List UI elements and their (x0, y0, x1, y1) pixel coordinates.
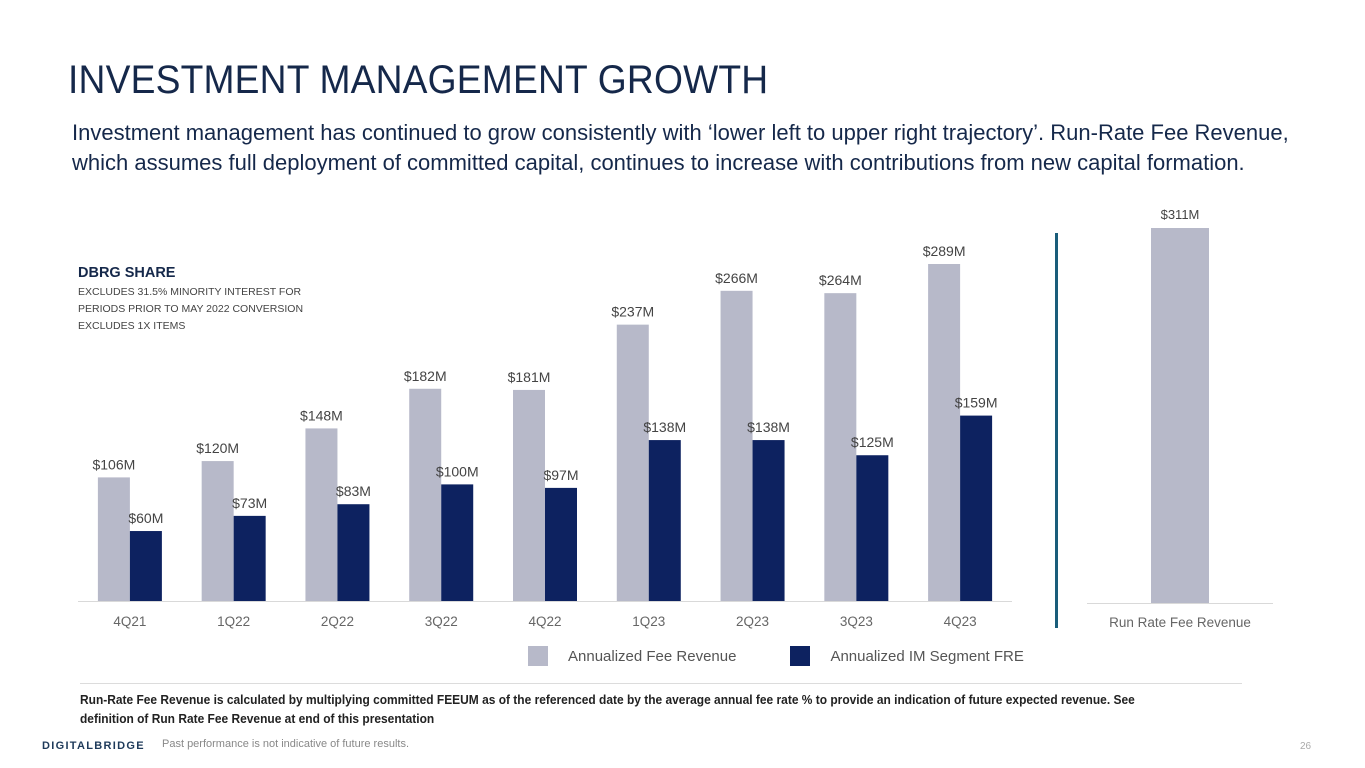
data-label-im-segment-fre: $138M (747, 419, 790, 435)
legend-item-fee-revenue: Annualized Fee Revenue (528, 646, 736, 666)
data-label-im-segment-fre: $97M (543, 467, 578, 483)
bar-im-segment-fre (856, 455, 889, 601)
bar-im-segment-fre (233, 515, 266, 601)
bar-fee-revenue (928, 264, 961, 601)
bar-im-segment-fre (337, 504, 370, 601)
data-label-im-segment-fre: $125M (851, 434, 894, 450)
x-tick-label: 1Q22 (217, 614, 250, 629)
data-label-fee-revenue: $289M (923, 243, 966, 259)
data-label-run-rate: $311M (1161, 207, 1200, 222)
note-line: PERIODS PRIOR TO MAY 2022 CONVERSION (78, 303, 304, 315)
bar-im-segment-fre (545, 487, 577, 601)
note-heading: DBRG SHARE (78, 265, 176, 281)
legend-label: Annualized Fee Revenue (568, 647, 737, 665)
data-label-im-segment-fre: $138M (643, 419, 686, 435)
footnote-divider (80, 683, 1242, 684)
x-tick-label: 4Q23 (944, 614, 977, 629)
data-label-fee-revenue: $266M (715, 270, 758, 286)
legend-label: Annualized IM Segment FRE (830, 647, 1024, 665)
data-label-im-segment-fre: $159M (955, 395, 998, 411)
bar-im-segment-fre (441, 484, 474, 601)
legend-swatch-fee-revenue (528, 646, 548, 666)
bar-im-segment-fre (960, 415, 993, 601)
data-label-fee-revenue: $106M (92, 456, 135, 472)
disclaimer: Past performance is not indicative of fu… (162, 738, 410, 750)
page-number: 26 (1300, 741, 1312, 752)
data-label-fee-revenue: $148M (300, 407, 343, 423)
bar-fee-revenue (720, 290, 753, 601)
bar-fee-revenue (201, 461, 234, 601)
data-label-im-segment-fre: $60M (128, 510, 163, 526)
bar-im-segment-fre (129, 531, 162, 601)
chart-note: DBRG SHARE EXCLUDES 31.5% MINORITY INTER… (78, 265, 303, 335)
x-tick-label: 4Q21 (113, 614, 146, 629)
x-tick-label: 3Q23 (840, 614, 873, 629)
data-label-fee-revenue: $120M (196, 440, 239, 456)
bar-fee-revenue (409, 388, 442, 601)
bar-fee-revenue (616, 324, 649, 601)
bar-fee-revenue (305, 428, 338, 601)
footnote: Run-Rate Fee Revenue is calculated by mu… (80, 692, 1135, 726)
page-subtitle: Investment management has continued to g… (72, 120, 1289, 175)
legend-swatch-im-segment-fre (790, 646, 811, 666)
x-tick-label: 3Q22 (425, 614, 458, 629)
bar-fee-revenue (97, 477, 130, 601)
chart-legend: Annualized Fee Revenue Annualized IM Seg… (528, 646, 1078, 666)
x-tick-label: 4Q22 (528, 614, 561, 629)
data-label-im-segment-fre: $73M (232, 495, 267, 511)
bar-im-segment-fre (648, 440, 681, 601)
data-label-im-segment-fre: $100M (436, 463, 479, 479)
bar-im-segment-fre (752, 440, 785, 601)
chart-area: $106M $60M 4Q21 $120M $73M 1Q22 $148M $83M 2Q22 $… (78, 207, 1273, 630)
bar-fee-revenue (824, 293, 857, 601)
page-title: INVESTMENT MANAGEMENT GROWTH (68, 58, 769, 102)
data-label-im-segment-fre: $83M (336, 483, 371, 499)
data-label-fee-revenue: $264M (819, 272, 862, 288)
bar-run-rate-fee-revenue (1151, 228, 1209, 603)
x-tick-label: 1Q23 (632, 614, 665, 629)
legend-item-im-segment-fre: Annualized IM Segment FRE (790, 646, 1024, 666)
data-label-fee-revenue: $237M (611, 304, 654, 320)
x-tick-label: 2Q23 (736, 614, 769, 629)
chart-divider (1055, 233, 1058, 628)
x-tick-label-run-rate: Run Rate Fee Revenue (1109, 615, 1251, 630)
bar-fee-revenue (513, 389, 545, 601)
data-label-fee-revenue: $181M (508, 369, 551, 385)
data-label-fee-revenue: $182M (404, 368, 447, 384)
note-line: EXCLUDES 1X ITEMS (78, 320, 186, 332)
note-line: EXCLUDES 31.5% MINORITY INTEREST FOR (78, 286, 302, 298)
company-logo: DIGITALBRIDGE (42, 740, 145, 752)
x-tick-label: 2Q22 (321, 614, 354, 629)
